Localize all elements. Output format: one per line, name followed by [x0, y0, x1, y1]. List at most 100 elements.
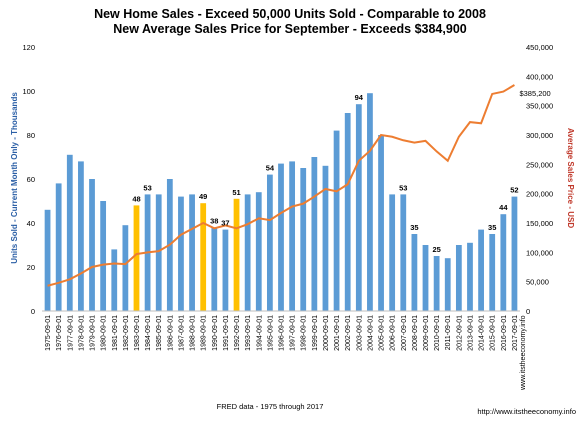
x-tick-label: 1993-09-01	[245, 315, 252, 351]
right-tick-label: 450,000	[526, 43, 553, 52]
x-tick-label: 2012-09-01	[456, 315, 463, 351]
bar	[500, 214, 507, 311]
x-tick-label: 2010-09-01	[434, 315, 441, 351]
y-axis-right-label: Average Sales Price - USD	[566, 128, 575, 228]
bar	[255, 192, 262, 311]
right-tick-label: 0	[526, 307, 530, 316]
right-axis-ticks: 0 50,000 100,000 150,000 200,000 250,000 300,0…	[526, 43, 553, 316]
bar-data-label: 37	[221, 219, 229, 228]
x-tick-label: 2004-09-01	[367, 315, 374, 351]
x-tick-label: 1983-09-01	[134, 315, 141, 351]
y-axis-left-label: Units Sold - Current Month Only - Thousa…	[10, 92, 19, 264]
bar-data-label: 94	[355, 93, 364, 102]
x-tick-label: 2005-09-01	[379, 315, 386, 351]
bar	[189, 194, 195, 311]
bar	[455, 245, 462, 311]
bar-highlight	[200, 203, 207, 311]
footer-url: http://www.itstheeconomy.info	[477, 407, 576, 416]
x-tick-label: 1997-09-01	[290, 315, 297, 351]
bar-data-label: 35	[410, 223, 418, 232]
left-tick-label: 60	[27, 175, 35, 184]
x-tick-label: 1984-09-01	[145, 315, 152, 351]
x-tick-label: 2000-09-01	[323, 315, 330, 351]
bar	[44, 209, 51, 311]
bar	[100, 201, 107, 311]
bar	[244, 194, 251, 311]
x-tick-label: 1979-09-01	[90, 315, 97, 351]
bar	[389, 194, 396, 311]
bar	[367, 93, 373, 311]
x-tick-label: 2007-09-01	[401, 315, 408, 351]
bar	[478, 229, 484, 311]
x-tick-label: 1992-09-01	[234, 315, 241, 351]
bar	[333, 130, 340, 311]
bar	[433, 256, 440, 311]
x-axis-label: FRED data - 1975 through 2017	[217, 402, 324, 411]
x-axis-ticks: 1975-09-01 1976-09-01 1977-09-01 1978-09-01…	[45, 315, 519, 351]
x-tick-label: 1978-09-01	[78, 315, 85, 351]
left-axis-ticks: 0 20 40 60 80 100 120	[22, 43, 35, 316]
x-tick-label: 2016-09-01	[501, 315, 508, 351]
x-tick-label: 2008-09-01	[412, 315, 419, 351]
bar-data-label: 35	[488, 223, 496, 232]
bar	[378, 135, 384, 311]
bar-data-label: 53	[143, 183, 151, 192]
x-tick-label: 1977-09-01	[67, 315, 74, 351]
chart-title-line2: New Average Sales Price for September - …	[113, 22, 466, 36]
x-tick-label: 2011-09-01	[445, 315, 452, 350]
bar-data-label: 25	[432, 245, 440, 254]
bar	[444, 258, 451, 311]
x-tick-label: 1991-09-01	[223, 315, 230, 351]
bar	[211, 227, 218, 311]
bar-data-label: 52	[510, 186, 518, 195]
x-tick-label: 1975-09-01	[45, 315, 52, 351]
x-tick-label: 1981-09-01	[112, 315, 119, 351]
bar	[78, 161, 84, 311]
x-tick-label: 2015-09-01	[490, 315, 497, 351]
x-tick-label: 1976-09-01	[56, 315, 63, 351]
bar-data-label: 48	[132, 194, 140, 203]
x-tick-label: 1994-09-01	[256, 315, 263, 351]
bar-data-label: 44	[499, 203, 508, 212]
bar	[266, 174, 273, 311]
left-tick-label: 100	[22, 87, 35, 96]
bar	[489, 234, 496, 311]
bar	[155, 194, 162, 311]
bar	[400, 194, 407, 311]
left-tick-label: 80	[27, 131, 35, 140]
bar	[55, 183, 62, 311]
left-tick-label: 0	[31, 307, 35, 316]
bar	[222, 229, 229, 311]
x-tick-label: 2013-09-01	[467, 315, 474, 351]
bar	[511, 196, 518, 311]
x-tick-label: 1985-09-01	[156, 315, 163, 351]
x-tick-label: 1990-09-01	[212, 315, 219, 351]
x-tick-label: 1980-09-01	[101, 315, 108, 351]
right-tick-label: 300,000	[526, 131, 553, 140]
bar	[322, 165, 329, 311]
x-tick-label: 1995-09-01	[267, 315, 274, 351]
x-tick-label: 2001-09-01	[334, 315, 341, 351]
bar	[289, 161, 296, 311]
bar-data-label: 51	[232, 188, 240, 197]
x-tick-label: 1988-09-01	[190, 315, 197, 351]
left-tick-label: 20	[27, 263, 35, 272]
bar	[467, 242, 473, 311]
right-tick-label: 150,000	[526, 219, 553, 228]
bar	[89, 179, 95, 311]
left-tick-label: 120	[22, 43, 35, 52]
x-tick-label: 2006-09-01	[390, 315, 397, 351]
bar	[300, 168, 307, 311]
right-tick-label: 400,000	[526, 72, 553, 81]
bar	[178, 196, 184, 311]
x-tick-label: 1998-09-01	[301, 315, 308, 351]
bar	[66, 154, 73, 311]
x-tick-label: 2003-09-01	[356, 315, 363, 351]
right-tick-label: 350,000	[526, 102, 553, 111]
x-tick-label: 1999-09-01	[312, 315, 319, 351]
chart-title-line1: New Home Sales - Exceed 50,000 Units Sol…	[94, 7, 486, 21]
bar-data-label: 53	[399, 183, 407, 192]
bar	[411, 234, 418, 311]
bar-data-label: 38	[210, 216, 218, 225]
